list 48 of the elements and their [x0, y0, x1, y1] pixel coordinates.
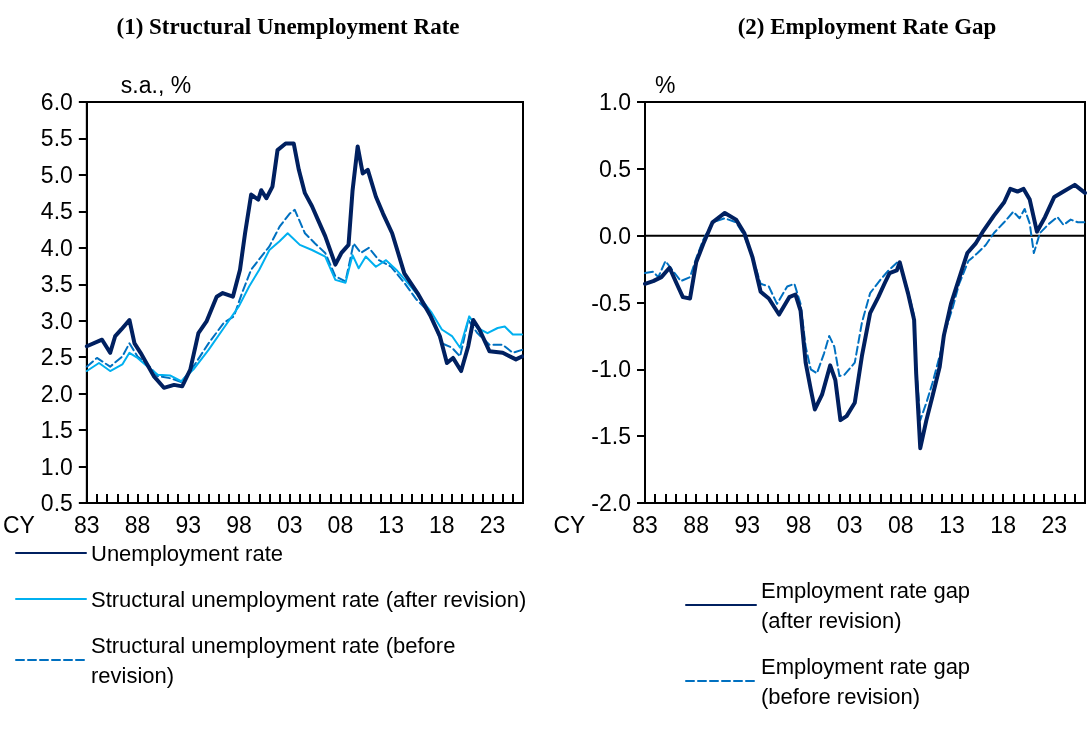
- y-tick-label: -0.5: [591, 289, 631, 316]
- y-tick-label: -1.5: [591, 423, 631, 450]
- y-tick-label: 1.0: [40, 453, 73, 480]
- x-tick-label: 88: [124, 511, 151, 538]
- y-tick-label: -2.0: [591, 490, 631, 516]
- chart-title: (2) Employment Rate Gap: [737, 14, 997, 39]
- x-tick-label: 03: [836, 511, 863, 538]
- legend-label: Structural unemployment rate (before revision): [91, 632, 462, 688]
- legend-label: Unemployment rate: [91, 540, 283, 566]
- y-tick-label: 3.0: [40, 307, 73, 334]
- y-tick-label: 0.5: [40, 490, 73, 516]
- legend-label: Employment rate gap (after revision): [761, 577, 977, 633]
- x-tick-label: 93: [734, 511, 761, 538]
- y-tick-label: 1.0: [599, 89, 631, 115]
- y-tick-label: 4.0: [40, 234, 73, 261]
- x-tick-label: 98: [785, 511, 812, 538]
- x-axis-title: CY: [553, 511, 586, 538]
- chart-title: (1) Structural Unemployment Rate: [116, 14, 460, 39]
- x-tick-label: 23: [1041, 511, 1068, 538]
- y-tick-label: 4.5: [40, 198, 73, 225]
- y-tick-label: 1.5: [40, 417, 73, 444]
- x-tick-label: 18: [429, 511, 455, 538]
- y-axis-title: s.a., %: [120, 71, 192, 98]
- y-tick-label: 3.5: [40, 271, 73, 298]
- x-tick-label: 88: [683, 511, 709, 538]
- legend-label: Employment rate gap (before revision): [761, 653, 977, 709]
- x-tick-label: 83: [632, 511, 658, 538]
- y-tick-label: 0.0: [599, 222, 631, 249]
- x-tick-label: 83: [74, 511, 100, 538]
- x-tick-label: 08: [327, 511, 354, 538]
- x-axis-title: CY: [3, 511, 35, 538]
- y-tick-label: 5.5: [40, 125, 73, 152]
- x-tick-label: 08: [888, 511, 914, 538]
- x-tick-label: 98: [226, 511, 252, 538]
- x-tick-label: 93: [175, 511, 202, 538]
- x-tick-label: 13: [378, 511, 404, 538]
- y-tick-label: 2.5: [40, 344, 73, 371]
- x-tick-label: 23: [479, 511, 506, 538]
- y-axis-title: %: [655, 71, 676, 98]
- y-tick-label: 0.5: [599, 155, 631, 182]
- y-tick-label: -1.0: [591, 356, 631, 383]
- y-tick-label: 5.0: [40, 161, 73, 188]
- y-tick-label: 6.0: [40, 89, 73, 115]
- x-tick-label: 03: [276, 511, 303, 538]
- x-tick-label: 13: [939, 511, 965, 538]
- y-tick-label: 2.0: [40, 380, 73, 407]
- legend-label: Structural unemployment rate (after revision): [91, 586, 527, 612]
- x-tick-label: 18: [990, 511, 1016, 538]
